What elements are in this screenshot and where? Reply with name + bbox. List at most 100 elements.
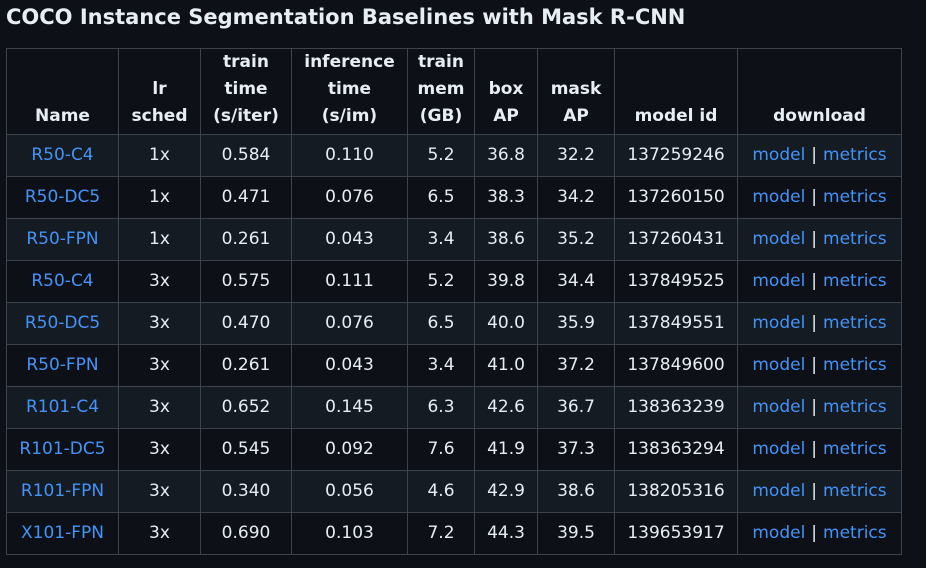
model-download-link[interactable]: model bbox=[752, 397, 806, 417]
lr-sched-cell: 1x bbox=[118, 176, 201, 219]
lr-sched-cell: 3x bbox=[118, 428, 201, 471]
metrics-download-link[interactable]: metrics bbox=[823, 229, 887, 249]
link-separator: | bbox=[811, 439, 818, 459]
download-cell: model | metrics bbox=[737, 512, 902, 555]
model-download-link[interactable]: model bbox=[752, 271, 806, 291]
inference-time-cell: 0.103 bbox=[291, 512, 408, 555]
column-header-lr-sched: lr sched bbox=[118, 48, 201, 135]
download-cell: model | metrics bbox=[737, 344, 902, 387]
model-name-link[interactable]: R50-C4 bbox=[31, 271, 94, 291]
model-download-link[interactable]: model bbox=[752, 523, 806, 543]
model-download-link[interactable]: model bbox=[752, 229, 806, 249]
download-cell: model | metrics bbox=[737, 302, 902, 345]
mask-ap-cell: 34.2 bbox=[537, 176, 615, 219]
model-id-cell: 137259246 bbox=[614, 134, 738, 177]
box-ap-cell: 38.6 bbox=[474, 218, 538, 261]
train-mem-cell: 6.5 bbox=[407, 176, 475, 219]
model-id-cell: 137849525 bbox=[614, 260, 738, 303]
name-cell: R50-FPN bbox=[6, 344, 119, 387]
model-name-link[interactable]: R50-FPN bbox=[26, 229, 99, 249]
column-header-line: time bbox=[327, 79, 372, 99]
metrics-download-link[interactable]: metrics bbox=[823, 271, 887, 291]
train-time-cell: 0.584 bbox=[200, 134, 292, 177]
column-header-line: inference bbox=[304, 52, 395, 72]
train-time-cell: 0.690 bbox=[200, 512, 292, 555]
train-time-cell: 0.261 bbox=[200, 218, 292, 261]
train-mem-cell: 7.2 bbox=[407, 512, 475, 555]
column-header-line: download bbox=[773, 106, 866, 126]
inference-time-cell: 0.145 bbox=[291, 386, 408, 429]
table-row: R50-FPN 3x 0.261 0.043 3.4 41.0 37.2 137849600 m… bbox=[6, 344, 902, 387]
model-id-cell: 138363294 bbox=[614, 428, 738, 471]
metrics-download-link[interactable]: metrics bbox=[823, 397, 887, 417]
model-id-cell: 137849600 bbox=[614, 344, 738, 387]
model-name-link[interactable]: R101-DC5 bbox=[19, 439, 106, 459]
download-cell: model | metrics bbox=[737, 134, 902, 177]
mask-ap-cell: 32.2 bbox=[537, 134, 615, 177]
metrics-download-link[interactable]: metrics bbox=[823, 355, 887, 375]
column-header-train-mem: train mem (GB) bbox=[407, 48, 475, 135]
train-mem-cell: 5.2 bbox=[407, 260, 475, 303]
model-download-link[interactable]: model bbox=[752, 439, 806, 459]
inference-time-cell: 0.076 bbox=[291, 176, 408, 219]
lr-sched-cell: 3x bbox=[118, 386, 201, 429]
column-header-line: Name bbox=[35, 106, 90, 126]
column-header-model-id: model id bbox=[614, 48, 738, 135]
metrics-download-link[interactable]: metrics bbox=[823, 313, 887, 333]
model-name-link[interactable]: R50-DC5 bbox=[24, 313, 101, 333]
model-name-link[interactable]: R101-FPN bbox=[20, 481, 105, 501]
model-name-link[interactable]: R50-FPN bbox=[26, 355, 99, 375]
column-header-line: AP bbox=[563, 106, 589, 126]
mask-ap-cell: 34.4 bbox=[537, 260, 615, 303]
column-header-line: (s/iter) bbox=[213, 106, 279, 126]
table-row: R50-DC5 3x 0.470 0.076 6.5 40.0 35.9 137849551 m… bbox=[6, 302, 902, 345]
box-ap-cell: 41.9 bbox=[474, 428, 538, 471]
metrics-download-link[interactable]: metrics bbox=[823, 481, 887, 501]
train-mem-cell: 7.6 bbox=[407, 428, 475, 471]
lr-sched-cell: 3x bbox=[118, 302, 201, 345]
name-cell: R101-C4 bbox=[6, 386, 119, 429]
model-id-cell: 138205316 bbox=[614, 470, 738, 513]
name-cell: R50-C4 bbox=[6, 260, 119, 303]
name-cell: R50-FPN bbox=[6, 218, 119, 261]
name-cell: R50-DC5 bbox=[6, 302, 119, 345]
box-ap-cell: 39.8 bbox=[474, 260, 538, 303]
model-id-cell: 138363239 bbox=[614, 386, 738, 429]
model-download-link[interactable]: model bbox=[752, 355, 806, 375]
table-row: R50-C4 1x 0.584 0.110 5.2 36.8 32.2 137259246 mo… bbox=[6, 134, 902, 177]
model-name-link[interactable]: R50-C4 bbox=[31, 145, 94, 165]
link-separator: | bbox=[811, 229, 818, 249]
model-id-cell: 137260431 bbox=[614, 218, 738, 261]
column-header-line: lr bbox=[152, 79, 167, 99]
model-name-link[interactable]: X101-FPN bbox=[21, 523, 104, 543]
link-separator: | bbox=[811, 271, 818, 291]
mask-ap-cell: 36.7 bbox=[537, 386, 615, 429]
inference-time-cell: 0.076 bbox=[291, 302, 408, 345]
model-name-link[interactable]: R101-C4 bbox=[25, 397, 100, 417]
metrics-download-link[interactable]: metrics bbox=[823, 145, 887, 165]
box-ap-cell: 44.3 bbox=[474, 512, 538, 555]
model-download-link[interactable]: model bbox=[752, 481, 806, 501]
column-header-line: box bbox=[488, 79, 524, 99]
table-row: R50-C4 3x 0.575 0.111 5.2 39.8 34.4 137849525 mo… bbox=[6, 260, 902, 303]
box-ap-cell: 40.0 bbox=[474, 302, 538, 345]
model-name-link[interactable]: R50-DC5 bbox=[24, 187, 101, 207]
model-download-link[interactable]: model bbox=[752, 187, 806, 207]
download-cell: model | metrics bbox=[737, 386, 902, 429]
metrics-download-link[interactable]: metrics bbox=[823, 523, 887, 543]
table-row: R50-DC5 1x 0.471 0.076 6.5 38.3 34.2 137260150 m… bbox=[6, 176, 902, 219]
train-mem-cell: 6.3 bbox=[407, 386, 475, 429]
train-time-cell: 0.545 bbox=[200, 428, 292, 471]
column-header-line: model id bbox=[634, 106, 718, 126]
name-cell: R101-FPN bbox=[6, 470, 119, 513]
inference-time-cell: 0.043 bbox=[291, 218, 408, 261]
link-separator: | bbox=[811, 313, 818, 333]
model-download-link[interactable]: model bbox=[752, 145, 806, 165]
column-header-line: (s/im) bbox=[321, 106, 378, 126]
train-mem-cell: 3.4 bbox=[407, 344, 475, 387]
model-id-cell: 137849551 bbox=[614, 302, 738, 345]
metrics-download-link[interactable]: metrics bbox=[823, 439, 887, 459]
train-time-cell: 0.652 bbox=[200, 386, 292, 429]
model-download-link[interactable]: model bbox=[752, 313, 806, 333]
metrics-download-link[interactable]: metrics bbox=[823, 187, 887, 207]
